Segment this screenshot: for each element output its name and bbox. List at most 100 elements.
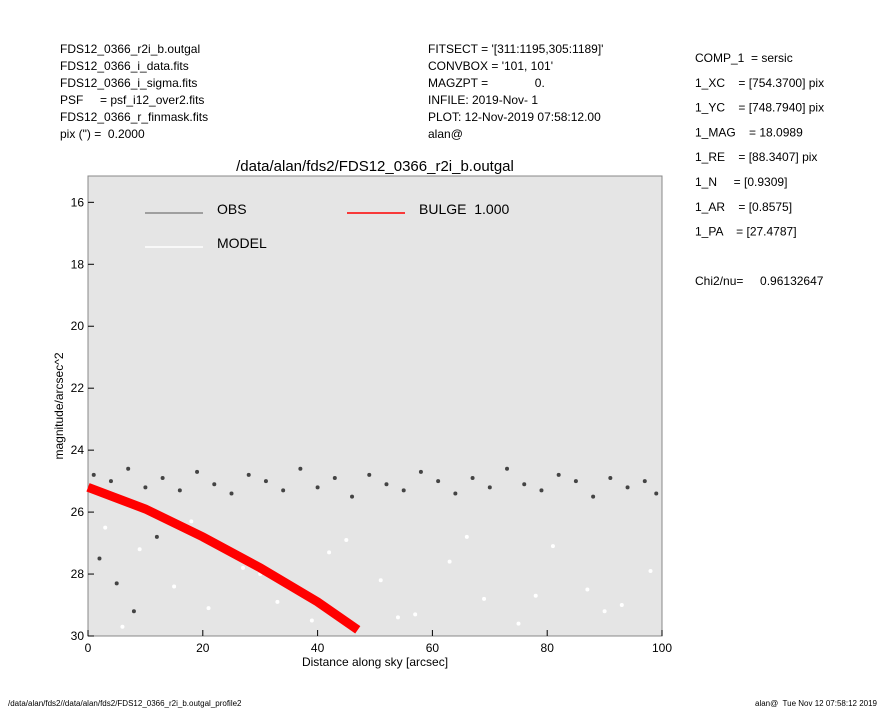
point <box>642 479 647 484</box>
x-tick-label: 100 <box>652 641 672 655</box>
point <box>602 609 607 614</box>
header-left: FDS12_0366_i_data.fits <box>60 59 189 73</box>
point <box>395 615 400 620</box>
legend-label: OBS <box>217 201 247 217</box>
point <box>315 485 320 490</box>
point <box>482 596 487 601</box>
chi2: Chi2/nu= 0.96132647 <box>695 274 824 288</box>
point <box>608 476 613 481</box>
point <box>464 534 469 539</box>
footer-left: /data/alan/fds2//data/alan/fds2/FDS12_03… <box>8 699 242 708</box>
point <box>505 466 510 471</box>
point <box>447 559 452 564</box>
header-left: FDS12_0366_i_sigma.fits <box>60 76 197 90</box>
x-tick-label: 20 <box>196 641 210 655</box>
header-middle: PLOT: 12-Nov-2019 07:58:12.00 <box>428 110 601 124</box>
point <box>533 593 538 598</box>
header-middle: MAGZPT = 0. <box>428 76 545 90</box>
point <box>413 612 418 617</box>
x-tick-label: 40 <box>311 641 325 655</box>
point <box>275 599 280 604</box>
point <box>195 469 200 474</box>
point <box>137 547 142 552</box>
point <box>516 621 521 626</box>
point <box>522 482 527 487</box>
plot-area <box>87 175 663 637</box>
header-left: FDS12_0366_r2i_b.outgal <box>60 42 200 56</box>
point <box>160 476 165 481</box>
point <box>367 472 372 477</box>
point <box>332 476 337 481</box>
point <box>344 537 349 542</box>
bulge-line <box>86 483 361 634</box>
point <box>401 488 406 493</box>
x-tick-label: 0 <box>85 641 92 655</box>
point <box>263 479 268 484</box>
header-left: PSF = psf_i12_over2.fits <box>60 93 204 107</box>
point <box>108 479 113 484</box>
header-right: 1_AR = [0.8575] <box>695 200 792 214</box>
point <box>97 556 102 561</box>
point <box>240 565 245 570</box>
y-tick-label: 28 <box>71 567 85 581</box>
point <box>114 581 119 586</box>
point <box>556 472 561 477</box>
point <box>131 609 136 614</box>
header-middle: CONVBOX = '101, 101' <box>428 59 553 73</box>
point <box>619 603 624 608</box>
point <box>189 519 194 524</box>
header-right: 1_RE = [88.3407] pix <box>695 150 817 164</box>
y-tick-label: 22 <box>71 381 85 395</box>
header-left: pix (") = 0.2000 <box>60 127 145 141</box>
header-right: COMP_1 = sersic <box>695 51 793 65</box>
point <box>177 488 182 493</box>
point <box>591 494 596 499</box>
point <box>246 472 251 477</box>
point <box>539 488 544 493</box>
footer-right: alan@ Tue Nov 12 07:58:12 2019 <box>755 699 878 708</box>
header-middle: alan@ <box>428 127 463 141</box>
point <box>212 482 217 487</box>
point <box>573 479 578 484</box>
x-tick-label: 80 <box>541 641 555 655</box>
point <box>91 472 96 477</box>
point <box>384 482 389 487</box>
y-tick-label: 24 <box>71 443 85 457</box>
point <box>654 491 659 496</box>
point <box>229 491 234 496</box>
point <box>309 618 314 623</box>
point <box>103 525 108 530</box>
point <box>298 466 303 471</box>
point <box>436 479 441 484</box>
point <box>648 568 653 573</box>
header-right: 1_MAG = 18.0989 <box>695 125 803 139</box>
point <box>126 466 131 471</box>
header-left: FDS12_0366_r_finmask.fits <box>60 110 208 124</box>
point <box>453 491 458 496</box>
point <box>418 469 423 474</box>
chart-title: /data/alan/fds2/FDS12_0366_r2i_b.outgal <box>236 158 514 175</box>
point <box>143 485 148 490</box>
point <box>154 534 159 539</box>
point <box>625 485 630 490</box>
y-tick-label: 16 <box>71 195 85 209</box>
y-tick-label: 18 <box>71 257 85 271</box>
point <box>487 485 492 490</box>
point <box>378 578 383 583</box>
x-tick-label: 60 <box>426 641 440 655</box>
y-tick-label: 30 <box>71 629 85 643</box>
y-tick-label: 26 <box>71 505 85 519</box>
header-middle: FITSECT = '[311:1195,305:1189]' <box>428 42 603 56</box>
y-axis-label: magnitude/arcsec^2 <box>52 352 66 459</box>
x-axis-label: Distance along sky [arcsec] <box>302 655 448 669</box>
point <box>281 488 286 493</box>
header-right: 1_PA = [27.4787] <box>695 225 797 239</box>
point <box>350 494 355 499</box>
point <box>120 624 125 629</box>
header-middle: INFILE: 2019-Nov- 1 <box>428 93 538 107</box>
point <box>470 476 475 481</box>
point <box>327 550 332 555</box>
legend-label: MODEL <box>217 235 267 251</box>
point <box>206 606 211 611</box>
